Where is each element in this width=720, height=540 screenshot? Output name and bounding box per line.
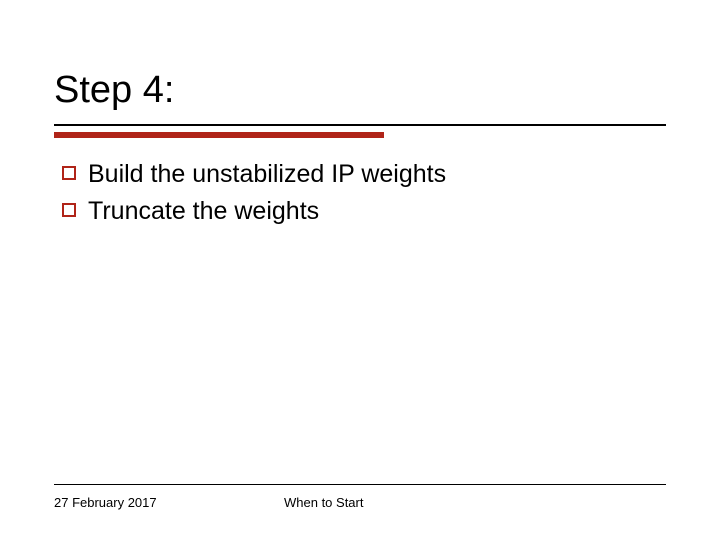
title-underline-red xyxy=(54,132,384,138)
title-area: Step 4: xyxy=(54,70,666,120)
body-area: Build the unstabilized IP weights Trunca… xyxy=(62,158,666,231)
footer-date: 27 February 2017 xyxy=(54,495,157,510)
footer-title: When to Start xyxy=(284,495,363,510)
square-bullet-icon xyxy=(62,203,76,217)
square-bullet-icon xyxy=(62,166,76,180)
footer: 27 February 2017 When to Start xyxy=(54,484,666,510)
bullet-text: Truncate the weights xyxy=(88,195,319,228)
footer-divider xyxy=(54,484,666,485)
slide: Step 4: Build the unstabilized IP weight… xyxy=(0,0,720,540)
footer-row: 27 February 2017 When to Start xyxy=(54,495,666,510)
title-underline-black xyxy=(54,124,666,126)
slide-title: Step 4: xyxy=(54,70,666,112)
bullet-text: Build the unstabilized IP weights xyxy=(88,158,446,191)
bullet-item: Build the unstabilized IP weights xyxy=(62,158,666,191)
bullet-item: Truncate the weights xyxy=(62,195,666,228)
